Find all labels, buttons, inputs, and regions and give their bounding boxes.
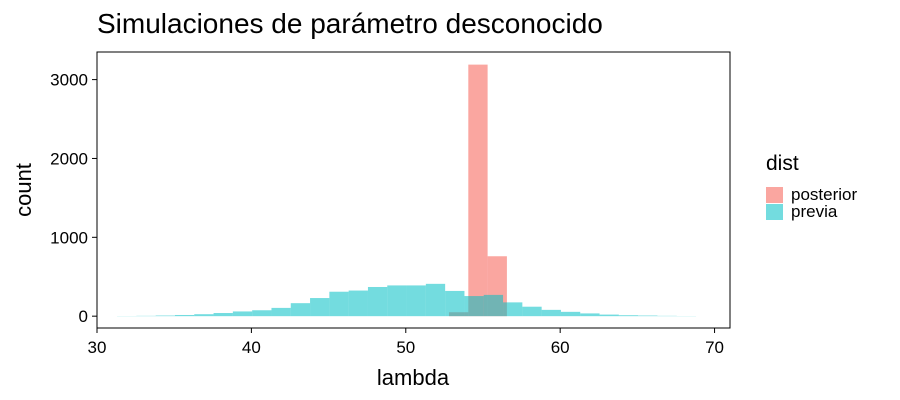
bar-previa-13 — [367, 286, 388, 317]
legend-item-posterior: posterior — [766, 184, 858, 204]
legend-key-previa — [766, 203, 783, 220]
x-tick-label: 30 — [88, 338, 107, 357]
bar-previa-25 — [599, 314, 619, 317]
y-tick-label: 2000 — [50, 149, 88, 168]
legend: dist posterior previa — [766, 152, 858, 221]
bar-previa-11 — [329, 291, 349, 317]
legend-item-previa: previa — [766, 201, 857, 221]
x-tick-label: 60 — [551, 338, 570, 357]
plot-panel-border — [96, 51, 731, 329]
legend-key-posterior — [766, 186, 783, 203]
bar-previa-15 — [406, 285, 426, 317]
bar-previa-23 — [560, 311, 581, 317]
bar-previa-12 — [348, 290, 368, 317]
bars-layer — [117, 64, 697, 317]
bar-previa-18 — [464, 296, 484, 317]
bar-previa-5 — [213, 313, 233, 317]
legend-label-previa: previa — [791, 201, 838, 221]
bar-previa-10 — [310, 298, 330, 317]
y-tick-label: 1000 — [50, 228, 88, 247]
bar-previa-8 — [271, 307, 291, 317]
legend-label-posterior: posterior — [791, 184, 858, 204]
bar-previa-4 — [194, 314, 214, 317]
x-axis-label: lambda — [377, 365, 450, 390]
axis-layer: 30 40 50 60 70 0 1000 2000 3000 — [50, 71, 724, 357]
x-tick-label: 70 — [705, 338, 724, 357]
bar-previa-6 — [232, 311, 253, 317]
bar-previa-7 — [252, 310, 272, 317]
bar-previa-19 — [483, 294, 504, 317]
bar-previa-24 — [580, 313, 600, 317]
legend-title: dist — [766, 152, 799, 175]
bar-previa-27 — [638, 315, 658, 317]
bar-previa-17 — [445, 290, 465, 317]
chart-title: Simulaciones de parámetro desconocido — [97, 8, 603, 39]
bar-previa-20 — [503, 302, 523, 317]
bar-previa-2 — [155, 315, 175, 317]
x-tick-label: 50 — [396, 338, 415, 357]
bar-previa-9 — [290, 303, 311, 317]
bar-previa-14 — [387, 285, 407, 317]
bar-previa-16 — [425, 283, 446, 317]
bar-previa-26 — [618, 315, 639, 317]
bar-previa-3 — [174, 314, 195, 317]
x-tick-label: 40 — [242, 338, 261, 357]
y-axis-label: count — [11, 163, 36, 217]
y-tick-label: 0 — [79, 307, 88, 326]
y-tick-label: 3000 — [50, 71, 88, 90]
bar-previa-22 — [541, 309, 561, 317]
bar-previa-21 — [522, 306, 542, 317]
bar-posterior-1 — [468, 64, 488, 317]
